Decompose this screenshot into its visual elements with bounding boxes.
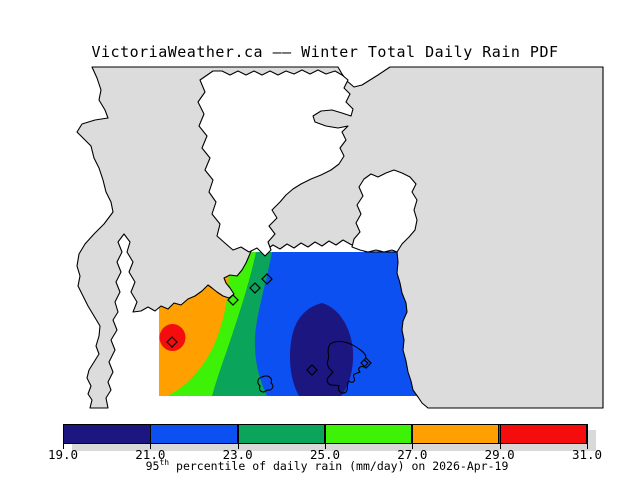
colorbar-tick (325, 424, 326, 449)
colorbar-tick (63, 424, 64, 449)
chart-title: VictoriaWeather.ca —— Winter Total Daily… (91, 43, 559, 61)
colorbar-tick-label: 19.0 (47, 447, 79, 462)
saanich-inlet-water (197, 69, 354, 257)
colorbar-tick-label: 23.0 (222, 447, 253, 462)
station-diamond-marker (249, 282, 261, 294)
station-diamond-marker (306, 364, 318, 376)
colorbar-segment (325, 425, 412, 443)
colorbar-tick-label: 29.0 (484, 447, 515, 462)
colorbar-tick (499, 424, 501, 449)
colorbar-tick (150, 424, 152, 449)
station-diamond-marker (360, 357, 372, 369)
colorbar-tick (237, 424, 239, 449)
caption-superscript: th (159, 458, 170, 468)
colorbar-tick (412, 424, 414, 449)
colorbar-tick-label: 31.0 (571, 447, 603, 462)
station-diamond-marker (227, 294, 239, 306)
caption-rest: percentile of daily rain (mm/day) on 202… (169, 459, 509, 473)
station-diamond-marker (261, 273, 273, 285)
colorbar-tick (587, 424, 588, 449)
small-island-outline (257, 375, 274, 393)
colorbar-segment (499, 425, 586, 443)
colorbar-segment (64, 425, 151, 443)
colorbar-tick-label: 27.0 (397, 447, 428, 462)
colorbar-tick-label: 25.0 (309, 447, 341, 462)
caption-base: 95 (145, 459, 160, 473)
station-markers (166, 273, 372, 376)
colorbar-caption: 95th percentile of daily rain (mm/day) o… (146, 459, 509, 473)
colorbar (63, 424, 587, 444)
colorbar-tick-label: 21.0 (135, 447, 166, 462)
contour-min-19-21 (289, 303, 354, 396)
colorbar-segment (238, 425, 325, 443)
station-diamond-marker (166, 336, 178, 348)
colorbar-segment (151, 425, 238, 443)
haro-strait-water (351, 169, 418, 253)
colorbar-segment (412, 425, 499, 443)
